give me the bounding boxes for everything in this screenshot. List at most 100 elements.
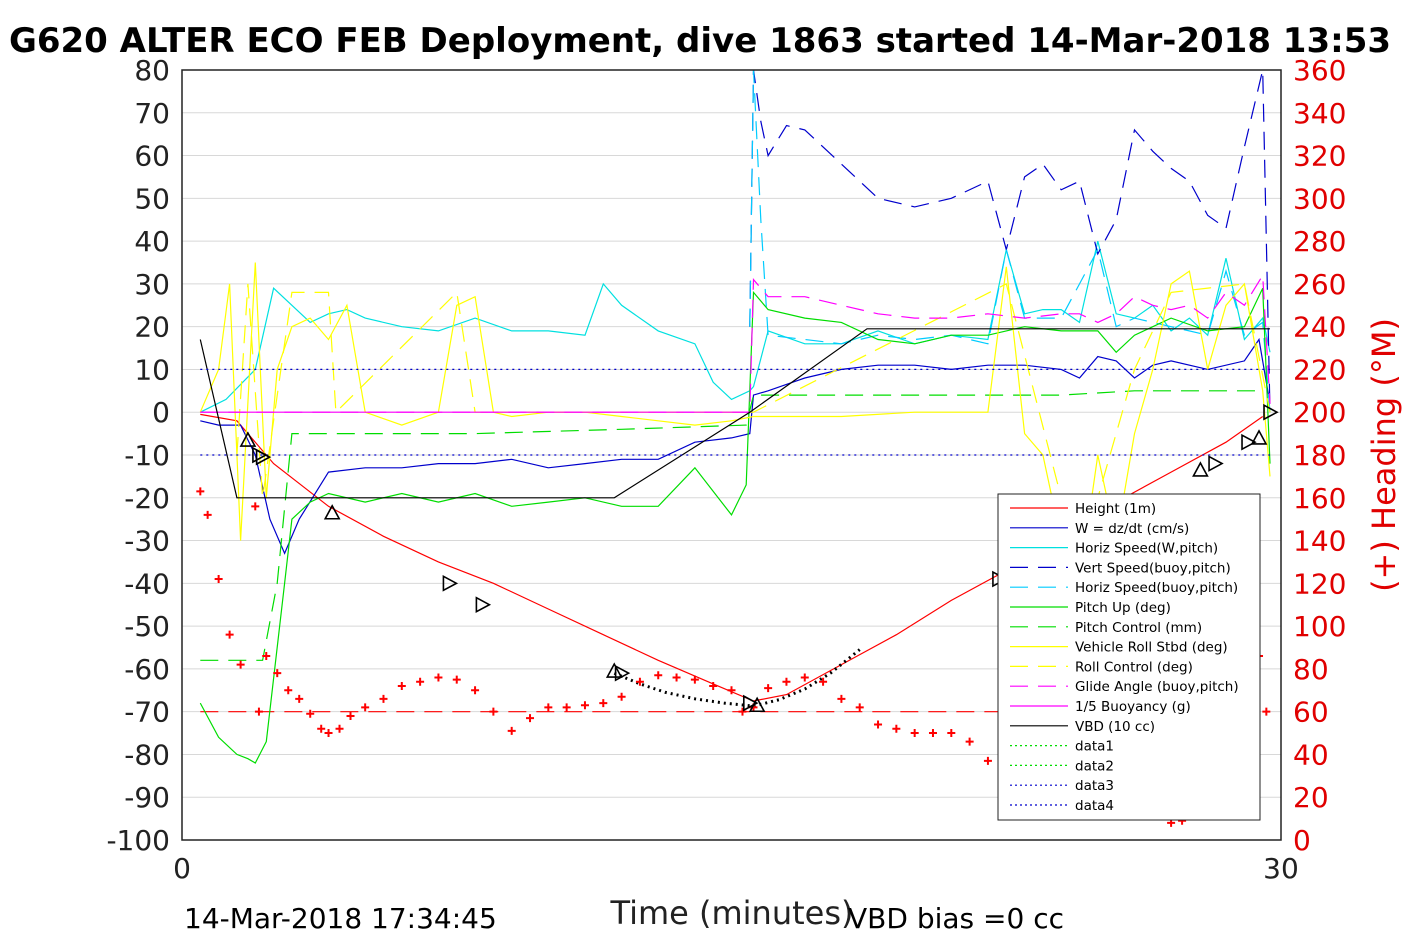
heading-point: [617, 692, 626, 701]
heading-point: [599, 699, 608, 708]
axis-ticks: 80706050403020100-10-20-30-40-50-60-70-8…: [106, 54, 1346, 885]
heading-point: [672, 673, 681, 682]
left-tick-label: -40: [124, 567, 170, 600]
left-tick-label: 10: [134, 353, 170, 386]
right-tick-label: 320: [1293, 140, 1346, 173]
triangle-marker: [605, 662, 623, 678]
left-tick-label: 40: [134, 225, 170, 258]
right-tick-label: 100: [1293, 610, 1346, 643]
legend-entry: Horiz Speed(buoy,pitch): [1075, 580, 1238, 596]
left-tick-label: -10: [124, 439, 170, 472]
heading-point: [262, 652, 271, 661]
heading-point: [727, 686, 736, 695]
x-tick-label: 0: [173, 852, 191, 885]
heading-point: [580, 701, 589, 710]
heading-point: [983, 756, 992, 765]
triangle-marker: [1192, 461, 1209, 477]
heading-point: [892, 724, 901, 733]
legend-entry: VBD (10 cc): [1075, 719, 1155, 735]
legend-entry: 1/5 Buoyancy (g): [1075, 699, 1191, 715]
series-lines: [199, 69, 1271, 764]
heading-point: [306, 709, 315, 718]
heading-point: [317, 724, 326, 733]
legend-entry: Vehicle Roll Stbd (deg): [1075, 640, 1228, 656]
heading-point: [251, 502, 260, 511]
heading-point: [738, 707, 747, 716]
heading-point: [526, 714, 535, 723]
series-line: [199, 262, 1271, 586]
series-line: [199, 328, 1270, 499]
heading-point: [489, 707, 498, 716]
legend-entry: data3: [1075, 778, 1114, 794]
legend-entry: Glide Angle (buoy,pitch): [1075, 679, 1239, 695]
heading-point: [346, 711, 355, 720]
right-tick-label: 340: [1293, 97, 1346, 130]
heading-point: [452, 675, 461, 684]
triangle-marker: [442, 574, 459, 592]
heading-point: [236, 660, 245, 669]
left-tick-label: -50: [124, 610, 170, 643]
right-tick-label: 20: [1293, 781, 1329, 814]
heading-point: [819, 677, 828, 686]
legend-entry: Pitch Up (deg): [1075, 600, 1171, 616]
right-tick-label: 0: [1293, 824, 1311, 857]
left-tick-label: 0: [152, 396, 170, 429]
heading-point: [1262, 707, 1271, 716]
right-tick-label: 180: [1293, 439, 1346, 472]
legend-entry: data2: [1075, 758, 1114, 774]
right-tick-label: 160: [1293, 482, 1346, 515]
heading-point: [855, 703, 864, 712]
triangle-marker: [743, 694, 759, 712]
heading-point: [416, 677, 425, 686]
heading-point: [335, 724, 344, 733]
heading-point: [471, 686, 480, 695]
triangle-marker: [1250, 429, 1268, 445]
legend-entry: Vert Speed(buoy,pitch): [1075, 560, 1231, 576]
heading-point: [295, 694, 304, 703]
series-line: [200, 273, 1271, 413]
heading-point: [709, 682, 718, 690]
x-tick-label: 30: [1263, 852, 1299, 885]
heading-point: [225, 630, 234, 639]
heading-point: [196, 487, 205, 496]
series-line: [749, 69, 1271, 413]
heading-point: [361, 703, 370, 712]
heading-point: [874, 720, 883, 729]
left-tick-label: 80: [134, 54, 170, 87]
heading-point: [214, 575, 223, 584]
left-tick-label: -60: [124, 653, 170, 686]
heading-point: [284, 686, 293, 695]
heading-point: [562, 703, 571, 712]
legend-entry: data4: [1075, 798, 1114, 814]
heading-point: [434, 673, 443, 682]
legend-entry: Horiz Speed(W,pitch): [1075, 541, 1218, 557]
right-tick-label: 120: [1293, 567, 1346, 600]
heading-point: [910, 729, 919, 738]
heading-point: [379, 694, 388, 703]
left-tick-label: -20: [124, 482, 170, 515]
legend-entry: Height (1m): [1075, 501, 1156, 517]
heading-point: [947, 729, 956, 738]
right-tick-label: 200: [1293, 396, 1346, 429]
right-tick-label: 280: [1293, 225, 1346, 258]
plot-frame: [181, 69, 1282, 841]
left-tick-label: -70: [124, 696, 170, 729]
legend: Height (1m) W = dz/dt (cm/s) Horiz Speed(W…: [997, 493, 1261, 821]
triangle-marker: [255, 448, 272, 466]
triangle-marker: [323, 504, 341, 520]
left-tick-label: -30: [124, 525, 170, 558]
series-line: [200, 240, 1271, 413]
left-tick-label: 20: [134, 311, 170, 344]
series-line: [199, 287, 1271, 764]
heading-point: [397, 682, 406, 690]
triangle-marker: [614, 664, 631, 682]
footer-vbd-bias: VBD bias =0 cc: [848, 902, 1064, 935]
series-line: [200, 390, 1263, 661]
left-tick-label: -80: [124, 738, 170, 771]
heading-point: [837, 694, 846, 703]
triangle-marker: [1263, 403, 1279, 421]
heading-point: [254, 707, 263, 716]
right-tick-label: 80: [1293, 653, 1329, 686]
legend-entry: W = dz/dt (cm/s): [1075, 521, 1189, 537]
